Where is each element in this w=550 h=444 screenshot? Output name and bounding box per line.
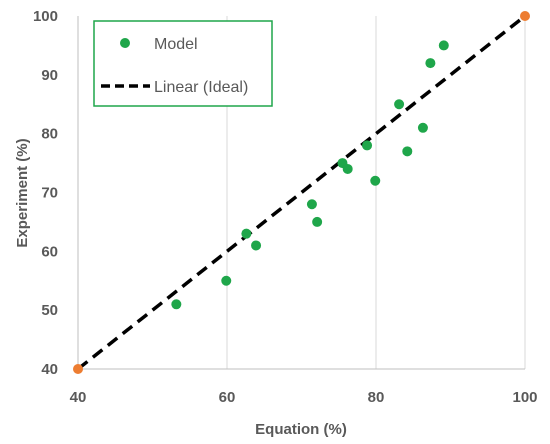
y-tick-label: 70 [41, 185, 58, 202]
y-tick-label: 60 [41, 243, 58, 260]
model-point [342, 163, 353, 174]
model-series [171, 40, 449, 310]
model-point [425, 58, 436, 69]
model-point [306, 199, 317, 210]
x-tick-label: 40 [70, 389, 87, 406]
axes [77, 16, 525, 370]
ideal-line-series [73, 11, 530, 374]
model-point [251, 240, 262, 251]
x-axis-title: Equation (%) [255, 421, 347, 438]
ideal-line-endpoint [520, 11, 530, 21]
legend: Model Linear (Ideal) [93, 20, 273, 107]
legend-box [93, 20, 273, 107]
model-point [394, 99, 405, 110]
y-axis-title: Experiment (%) [14, 138, 31, 247]
y-tick-label: 80 [41, 126, 58, 143]
model-point [417, 122, 428, 133]
model-point [312, 216, 323, 227]
y-axis-ticks: 40 50 60 70 80 90 100 [33, 8, 58, 378]
y-tick-label: 50 [41, 302, 58, 319]
model-point [402, 146, 413, 157]
y-tick-label: 100 [33, 8, 58, 25]
ideal-line-endpoint [73, 364, 83, 374]
legend-label-ideal: Linear (Ideal) [154, 79, 248, 96]
model-point [241, 228, 252, 239]
model-point [438, 40, 449, 51]
x-tick-label: 100 [512, 389, 537, 406]
model-point [221, 275, 232, 286]
x-tick-label: 60 [219, 389, 236, 406]
model-point [171, 299, 182, 310]
legend-marker-model [120, 38, 130, 48]
model-point [370, 175, 381, 186]
x-tick-label: 80 [368, 389, 385, 406]
x-axis-ticks: 40 60 80 100 [70, 389, 538, 406]
y-tick-label: 40 [41, 361, 58, 378]
model-point [362, 140, 373, 151]
y-tick-label: 90 [41, 67, 58, 84]
legend-label-model: Model [154, 36, 198, 53]
